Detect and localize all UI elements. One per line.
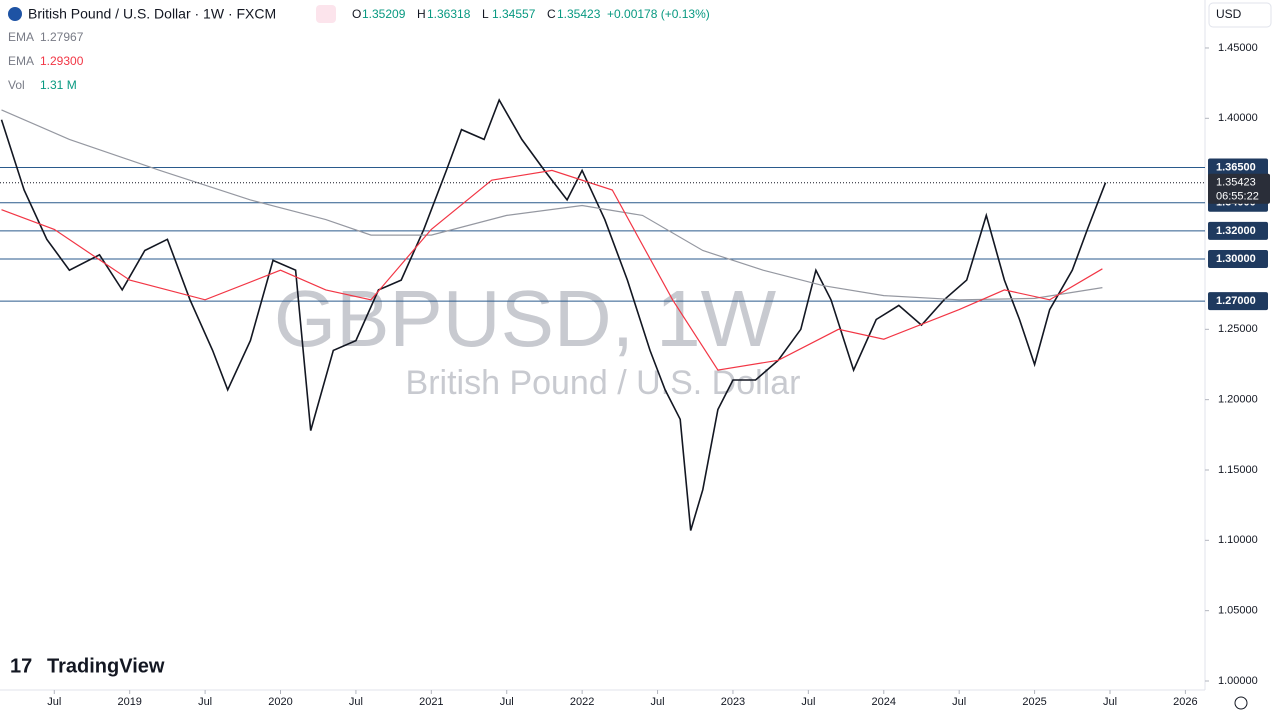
ohlc-key: O bbox=[352, 7, 361, 21]
watermark: GBPUSD, 1W bbox=[274, 274, 777, 363]
flag-icon bbox=[8, 7, 22, 21]
compare-button[interactable] bbox=[316, 5, 336, 23]
x-tick-label: 2023 bbox=[721, 696, 745, 708]
x-tick-label: Jul bbox=[952, 696, 966, 708]
ohlc-key: C bbox=[547, 7, 556, 21]
logo-mark: 17 bbox=[10, 655, 32, 677]
header: British Pound / U.S. Dollar · 1W · FXCM … bbox=[8, 2, 1272, 28]
y-tick-label: 1.45000 bbox=[1218, 42, 1258, 54]
x-tick-label: Jul bbox=[349, 696, 363, 708]
series-line bbox=[1, 169, 1103, 371]
ohlc-value: 1.35209 bbox=[362, 7, 406, 21]
logo: 17 TradingView bbox=[10, 655, 165, 677]
x-tick-label: 2022 bbox=[570, 696, 594, 708]
x-tick-label: 2026 bbox=[1173, 696, 1197, 708]
x-tick-label: Jul bbox=[500, 696, 514, 708]
x-tick-label: Jul bbox=[651, 696, 665, 708]
logo-text: TradingView bbox=[47, 655, 165, 677]
indicator-name: EMA bbox=[8, 54, 34, 68]
ohlc-key: H bbox=[417, 7, 426, 21]
symbol-title: British Pound / U.S. Dollar · 1W · FXCM bbox=[28, 6, 276, 22]
y-tick-label: 1.15000 bbox=[1218, 464, 1258, 476]
level-label: 1.30000 bbox=[1216, 253, 1256, 265]
y-tick-label: 1.40000 bbox=[1218, 112, 1258, 124]
y-tick-label: 1.10000 bbox=[1218, 534, 1258, 546]
level-label: 1.32000 bbox=[1216, 225, 1256, 237]
x-tick-label: Jul bbox=[1103, 696, 1117, 708]
level-label-box bbox=[1208, 292, 1268, 311]
y-tick-label: 1.05000 bbox=[1218, 605, 1258, 617]
countdown: 06:55:22 bbox=[1216, 191, 1259, 203]
series-line bbox=[1, 109, 1103, 301]
indicator-value: 1.31 M bbox=[40, 78, 77, 92]
currency-button[interactable] bbox=[1208, 2, 1272, 28]
series-line bbox=[0, 98, 1107, 531]
settings-icon[interactable] bbox=[1234, 696, 1248, 710]
y-tick-label: 1.20000 bbox=[1218, 394, 1258, 406]
level-label-box bbox=[1208, 158, 1268, 177]
currency: USD bbox=[1216, 7, 1242, 21]
level-label: 1.27000 bbox=[1216, 295, 1256, 307]
indicator-value: 1.27967 bbox=[40, 30, 84, 44]
x-tick-label: Jul bbox=[198, 696, 212, 708]
last-price-label: 1.35423 bbox=[1216, 177, 1256, 189]
plot: 1.00000 1.05000 1.10000 1.15000 1.20000 1.250… bbox=[0, 42, 1270, 708]
x-tick-label: Jul bbox=[801, 696, 815, 708]
y-tick-label: 1.00000 bbox=[1218, 675, 1258, 687]
x-tick-label: Jul bbox=[47, 696, 61, 708]
indicator-name: Vol bbox=[8, 78, 25, 92]
x-tick-label: 2021 bbox=[419, 696, 443, 708]
x-tick-label: 2025 bbox=[1022, 696, 1046, 708]
change: +0.00178 (+0.13%) bbox=[607, 7, 710, 21]
ohlc-value: 1.36318 bbox=[427, 7, 471, 21]
level-label-box bbox=[1208, 221, 1268, 240]
x-tick-label: 2019 bbox=[117, 696, 141, 708]
y-tick-label: 1.25000 bbox=[1218, 323, 1258, 335]
x-tick-label: 2020 bbox=[268, 696, 292, 708]
level-label: 1.36500 bbox=[1216, 161, 1256, 173]
ohlc-value: 1.35423 bbox=[557, 7, 601, 21]
ohlc-value: 1.34557 bbox=[492, 7, 536, 21]
ohlc-key: L bbox=[482, 7, 489, 21]
indicator-value: 1.29300 bbox=[40, 54, 84, 68]
indicator-name: EMA bbox=[8, 30, 34, 44]
x-tick-label: 2024 bbox=[872, 696, 896, 708]
level-label-box bbox=[1208, 249, 1268, 268]
last-price-box bbox=[1208, 173, 1270, 204]
watermark-sub: British Pound / U.S. Dollar bbox=[406, 364, 801, 402]
